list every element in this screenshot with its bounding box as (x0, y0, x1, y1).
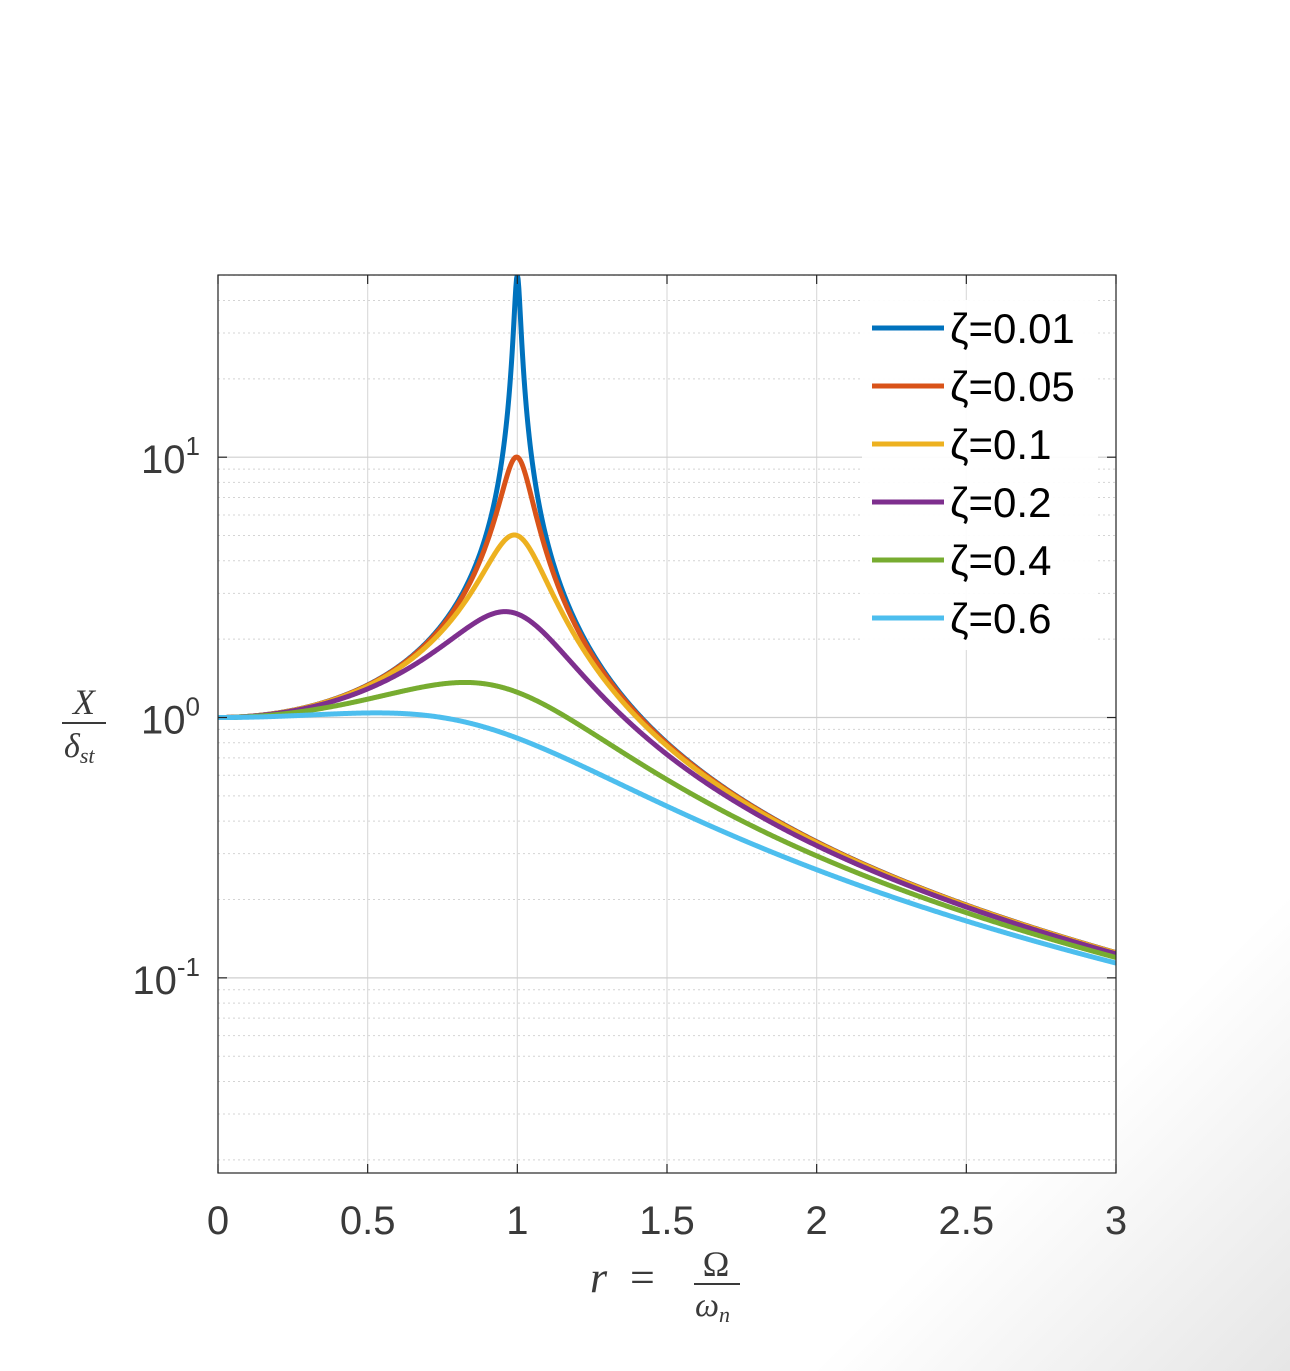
x-tick-label: 0.5 (340, 1199, 396, 1243)
x-label-equals: = (630, 1253, 655, 1302)
y-axis-label: X δst (62, 682, 106, 768)
legend-label: ζ=0.01 (950, 305, 1075, 352)
x-tick-label: 1.5 (639, 1199, 695, 1243)
x-tick-label: 2 (806, 1199, 828, 1243)
series-layer (218, 275, 1116, 966)
y-label-numerator: X (71, 682, 97, 722)
legend-box (862, 300, 1098, 650)
x-label-numerator: Ω (703, 1244, 730, 1284)
series-line (218, 710, 1116, 966)
legend-label: ζ=0.4 (950, 537, 1051, 584)
legend-label: ζ=0.6 (950, 595, 1051, 642)
x-tick-label: 0 (207, 1199, 229, 1243)
y-tick-label: 100 (141, 692, 200, 743)
legend: ζ=0.01 ζ=0.05 ζ=0.1 ζ=0.2 ζ=0.4 ζ=0.6 (862, 300, 1098, 650)
x-axis-ticks: 0 0.5 1 1.5 2 2.5 3 (207, 275, 1127, 1243)
x-axis-label: r = Ω ωn (590, 1244, 740, 1327)
series-line (218, 609, 1116, 957)
y-axis-ticks: 101 100 10-1 (132, 431, 1116, 1003)
x-label-lhs: r (590, 1253, 608, 1302)
x-tick-label: 3 (1105, 1199, 1127, 1243)
y-tick-label: 10-1 (132, 952, 200, 1003)
x-tick-label: 1 (506, 1199, 528, 1243)
x-label-denominator: ωn (695, 1287, 730, 1327)
y-tick-label: 101 (141, 431, 200, 482)
legend-label: ζ=0.1 (950, 421, 1051, 468)
legend-label: ζ=0.2 (950, 479, 1051, 526)
y-label-denominator: δst (64, 728, 95, 768)
legend-label: ζ=0.05 (950, 363, 1075, 410)
series-line (218, 679, 1116, 960)
x-tick-label: 2.5 (939, 1199, 995, 1243)
